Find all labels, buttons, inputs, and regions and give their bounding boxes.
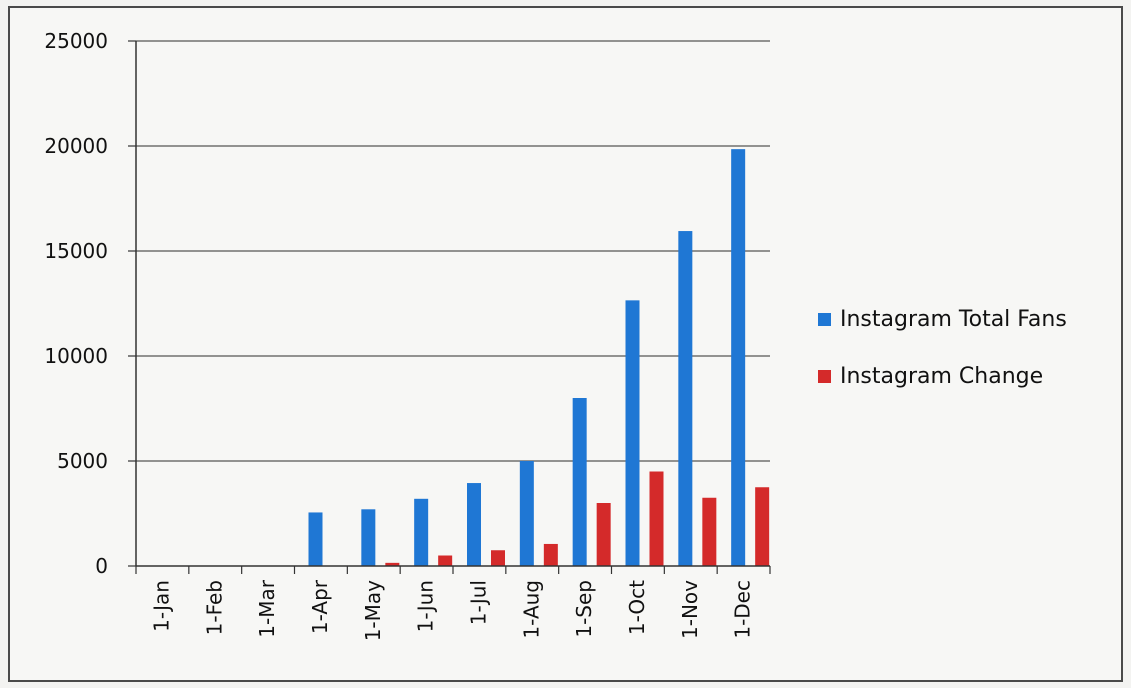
bar-total-fans-1-jun (414, 498, 429, 566)
bars (308, 149, 770, 567)
bar-change-1-aug (543, 543, 558, 566)
legend: Instagram Total Fans Instagram Change (818, 307, 1067, 389)
bar-change-1-dec (755, 487, 770, 566)
bar-total-fans-1-dec (731, 149, 746, 566)
y-tick-label: 10000 (44, 344, 108, 368)
x-tick-label: 1-Sep (572, 580, 596, 638)
x-tick-label: 1-Jan (149, 580, 173, 632)
x-tick-label: 1-Feb (202, 580, 226, 635)
bar-total-fans-1-oct (625, 300, 640, 566)
x-tick-label: 1-Nov (678, 580, 702, 639)
x-tick-label: 1-May (361, 580, 385, 641)
bar-change-1-oct (649, 471, 664, 566)
bar-change-1-jul (491, 550, 505, 566)
y-tick-label: 15000 (44, 239, 108, 263)
legend-label: Instagram Total Fans (840, 307, 1067, 332)
x-tick-label: 1-Jun (414, 580, 438, 632)
bar-total-fans-1-sep (572, 398, 587, 566)
x-tick-label: 1-Aug (519, 580, 543, 639)
x-tick-label: 1-Jul (466, 580, 490, 625)
bar-total-fans-1-apr (308, 512, 323, 566)
y-tick-label: 0 (95, 554, 108, 578)
chart-frame (8, 6, 1123, 682)
bar-total-fans-1-may (361, 509, 376, 566)
y-axis: 0 5000 10000 15000 20000 25000 (44, 29, 137, 578)
x-tick-label: 1-Oct (625, 580, 649, 635)
legend-swatch (818, 370, 831, 383)
bar-total-fans-1-nov (678, 231, 693, 567)
bar-total-fans-1-aug (519, 461, 534, 566)
y-tick-label: 25000 (44, 29, 108, 53)
y-tick-label: 5000 (57, 449, 108, 473)
bar-total-fans-1-jul (467, 483, 481, 566)
bar-change-1-may (385, 562, 400, 566)
legend-swatch (818, 313, 831, 326)
bar-change-1-sep (596, 503, 611, 566)
bar-change-1-nov (702, 497, 717, 566)
legend-label: Instagram Change (840, 364, 1043, 389)
x-tick-label: 1-Apr (308, 579, 332, 634)
bar-change-1-jun (438, 555, 453, 566)
x-tick-label: 1-Mar (255, 579, 279, 637)
gridlines (136, 40, 770, 462)
x-axis: 1-Jan 1-Feb 1-Mar 1-Apr 1-May 1-Jun 1-Jul 1-Aug… (135, 565, 771, 641)
y-tick-label: 20000 (44, 134, 108, 158)
x-tick-label: 1-Dec (731, 580, 755, 639)
